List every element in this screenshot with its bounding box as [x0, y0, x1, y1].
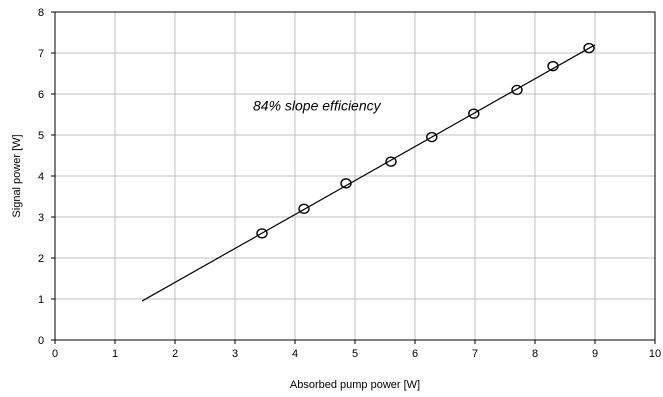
data-point	[426, 131, 438, 143]
data-point	[468, 108, 480, 119]
y-tick-label: 5	[38, 130, 44, 142]
y-tick-labels: 0 1 2 3 4 5 6 7 8	[38, 7, 44, 347]
y-axis-title: Signal power [W]	[11, 134, 23, 217]
y-tick-label: 7	[38, 48, 44, 60]
grid	[55, 12, 655, 340]
x-tick-label: 2	[172, 348, 178, 360]
x-tick-label: 7	[472, 348, 478, 360]
y-tick-label: 4	[38, 171, 44, 183]
y-tick-label: 0	[38, 335, 44, 347]
x-tick-label: 10	[649, 348, 661, 360]
x-axis-title: Absorbed pump power [W]	[290, 379, 420, 391]
axis-ticks	[51, 11, 656, 344]
x-tick-label: 0	[52, 348, 58, 360]
data-point	[298, 203, 310, 215]
data-point	[385, 156, 397, 167]
x-tick-labels: 0 1 2 3 4 5 6 7 8 9 10	[52, 348, 661, 360]
x-tick-label: 6	[412, 348, 418, 360]
x-tick-label: 5	[352, 348, 358, 360]
y-tick-label: 8	[38, 7, 44, 19]
y-tick-label: 6	[38, 89, 44, 101]
x-tick-label: 1	[112, 348, 118, 360]
slope-efficiency-annotation: 84% slope efficiency	[253, 97, 382, 113]
y-tick-label: 3	[38, 212, 44, 224]
x-tick-label: 3	[232, 348, 238, 360]
x-tick-label: 9	[592, 348, 598, 360]
x-tick-label: 8	[532, 348, 538, 360]
data-point	[583, 42, 595, 54]
fit-line	[141, 44, 596, 302]
series	[141, 42, 596, 302]
y-tick-label: 2	[38, 253, 44, 265]
x-tick-label: 4	[292, 348, 298, 360]
y-tick-label: 1	[38, 294, 44, 306]
data-point	[256, 228, 268, 239]
data-point	[511, 84, 523, 96]
